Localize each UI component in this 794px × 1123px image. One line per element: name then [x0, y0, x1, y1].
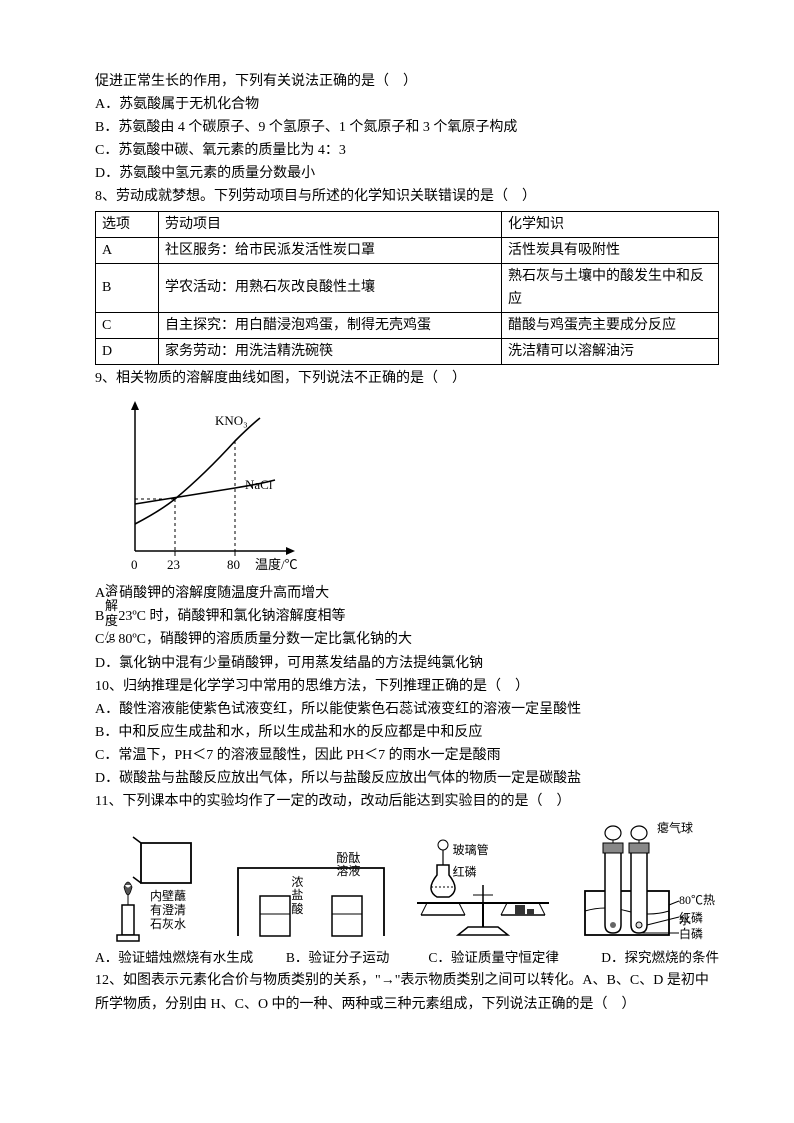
cell-opt: B: [96, 263, 159, 312]
table-row: A 社区服务：给市民派发活性炭口罩 活性炭具有吸附性: [96, 237, 719, 263]
cell-proj: 学农活动：用熟石灰改良酸性土壤: [159, 263, 502, 312]
cell-know: 熟石灰与土壤中的酸发生中和反应: [502, 263, 719, 312]
label-d-balloon: 瘪气球: [657, 819, 693, 839]
q7-opt-b: B．苏氨酸由 4 个碳原子、9 个氢原子、1 个氮原子和 3 个氧原子构成: [95, 116, 719, 139]
apparatus-a: 内壁蘸 有澄清 石灰水: [95, 835, 220, 945]
q11-cap-c: C．验证质量守恒定律: [407, 947, 580, 969]
x-axis-label: 温度/℃: [255, 554, 298, 575]
apparatus-c: 玻璃管 红磷: [403, 835, 563, 945]
cell-know: 洗洁精可以溶解油污: [502, 339, 719, 365]
q10-opt-a: A．酸性溶液能使紫色试液变红，所以能使紫色石蕊试液变红的溶液一定呈酸性: [95, 698, 719, 721]
table-row: B 学农活动：用熟石灰改良酸性土壤 熟石灰与土壤中的酸发生中和反应: [96, 263, 719, 312]
label-c-tube: 玻璃管: [453, 841, 489, 861]
q12-line2: 所学物质，分别由 H、C、O 中的一种、两种或三种元素组成，下列说法正确的是（ …: [95, 993, 719, 1016]
q9-opt-a: A．硝酸钾的溶解度随温度升高而增大: [95, 582, 719, 605]
solubility-chart: 溶 解 度 /g KNO₃ NaCl 0 23 80 温度/℃: [105, 396, 315, 576]
cell-opt: C: [96, 312, 159, 338]
q9-stem: 9、相关物质的溶解度曲线如图，下列说法不正确的是（ ）: [95, 367, 719, 390]
cell-opt: D: [96, 339, 159, 365]
apparatus-row: 内壁蘸 有澄清 石灰水 浓 盐 酸 酚酞 溶液: [95, 825, 719, 945]
th-opt: 选项: [96, 211, 159, 237]
q12-line1: 12、如图表示元素化合价与物质类别的关系，"→"表示物质类别之间可以转化。A、B…: [95, 969, 719, 992]
th-know: 化学知识: [502, 211, 719, 237]
q11-captions: A．验证蜡烛燃烧有水生成 B．验证分子运动 C．验证质量守恒定律 D．探究燃烧的…: [95, 947, 719, 969]
origin-label: 0: [131, 554, 138, 575]
q8-table: 选项 劳动项目 化学知识 A 社区服务：给市民派发活性炭口罩 活性炭具有吸附性 …: [95, 211, 719, 366]
table-row: C 自主探究：用白醋浸泡鸡蛋，制得无壳鸡蛋 醋酸与鸡蛋壳主要成分反应: [96, 312, 719, 338]
q7-opt-a: A．苏氨酸属于无机化合物: [95, 93, 719, 116]
label-b-right: 酚酞 溶液: [336, 852, 360, 878]
q10-opt-c: C．常温下，PH＜7 的溶液显酸性，因此 PH＜7 的雨水一定是酸雨: [95, 744, 719, 767]
y-axis-label: 溶 解 度 /g: [105, 584, 118, 644]
apparatus-b: 浓 盐 酸 酚酞 溶液: [236, 850, 386, 945]
q11-cap-b: B．验证分子运动: [268, 947, 407, 969]
table-row: D 家务劳动：用洗洁精洗碗筷 洗洁精可以溶解油污: [96, 339, 719, 365]
xtick-23: 23: [167, 554, 180, 575]
apparatus-d: 瘪气球 80℃热水 红磷 白磷: [579, 825, 719, 945]
chart-svg: [105, 396, 315, 576]
q9-opt-c: C．80ºC，硝酸钾的溶质质量分数一定比氯化钠的大: [95, 628, 719, 651]
cell-proj: 社区服务：给市民派发活性炭口罩: [159, 237, 502, 263]
cell-know: 活性炭具有吸附性: [502, 237, 719, 263]
q7-opt-d: D．苏氨酸中氢元素的质量分数最小: [95, 162, 719, 185]
q8-stem: 8、劳动成就梦想。下列劳动项目与所述的化学知识关联错误的是（ ）: [95, 185, 719, 208]
q9-opt-b: B．23ºC 时，硝酸钾和氯化钠溶解度相等: [95, 605, 719, 628]
kno3-label: KNO₃: [215, 410, 248, 431]
q10-stem: 10、归纳推理是化学学习中常用的思维方法，下列推理正确的是（ ）: [95, 675, 719, 698]
cell-know: 醋酸与鸡蛋壳主要成分反应: [502, 312, 719, 338]
table-header-row: 选项 劳动项目 化学知识: [96, 211, 719, 237]
nacl-label: NaCl: [245, 474, 272, 495]
label-d-white: 白磷: [679, 925, 703, 945]
q10-opt-d: D．碳酸盐与盐酸反应放出气体，所以与盐酸反应放出气体的物质一定是碳酸盐: [95, 767, 719, 790]
q11-stem: 11、下列课本中的实验均作了一定的改动，改动后能达到实验目的的是（ ）: [95, 790, 719, 813]
cell-proj: 家务劳动：用洗洁精洗碗筷: [159, 339, 502, 365]
q7-opt-c: C．苏氨酸中碳、氧元素的质量比为 4：3: [95, 139, 719, 162]
q11-cap-a: A．验证蜡烛燃烧有水生成: [95, 947, 268, 969]
q7-intro: 促进正常生长的作用，下列有关说法正确的是（ ）: [95, 70, 719, 93]
label-a: 内壁蘸 有澄清 石灰水: [150, 890, 186, 931]
th-proj: 劳动项目: [159, 211, 502, 237]
cell-proj: 自主探究：用白醋浸泡鸡蛋，制得无壳鸡蛋: [159, 312, 502, 338]
q10-opt-b: B．中和反应生成盐和水，所以生成盐和水的反应都是中和反应: [95, 721, 719, 744]
label-c-p: 红磷: [453, 863, 477, 883]
diffusion-icon: [236, 850, 386, 945]
cell-opt: A: [96, 237, 159, 263]
xtick-80: 80: [227, 554, 240, 575]
q11-cap-d: D．探究燃烧的条件: [580, 947, 719, 969]
label-b-left: 浓 盐 酸: [291, 876, 303, 916]
q9-opt-d: D．氯化钠中混有少量硝酸钾，可用蒸发结晶的方法提纯氯化钠: [95, 652, 719, 675]
